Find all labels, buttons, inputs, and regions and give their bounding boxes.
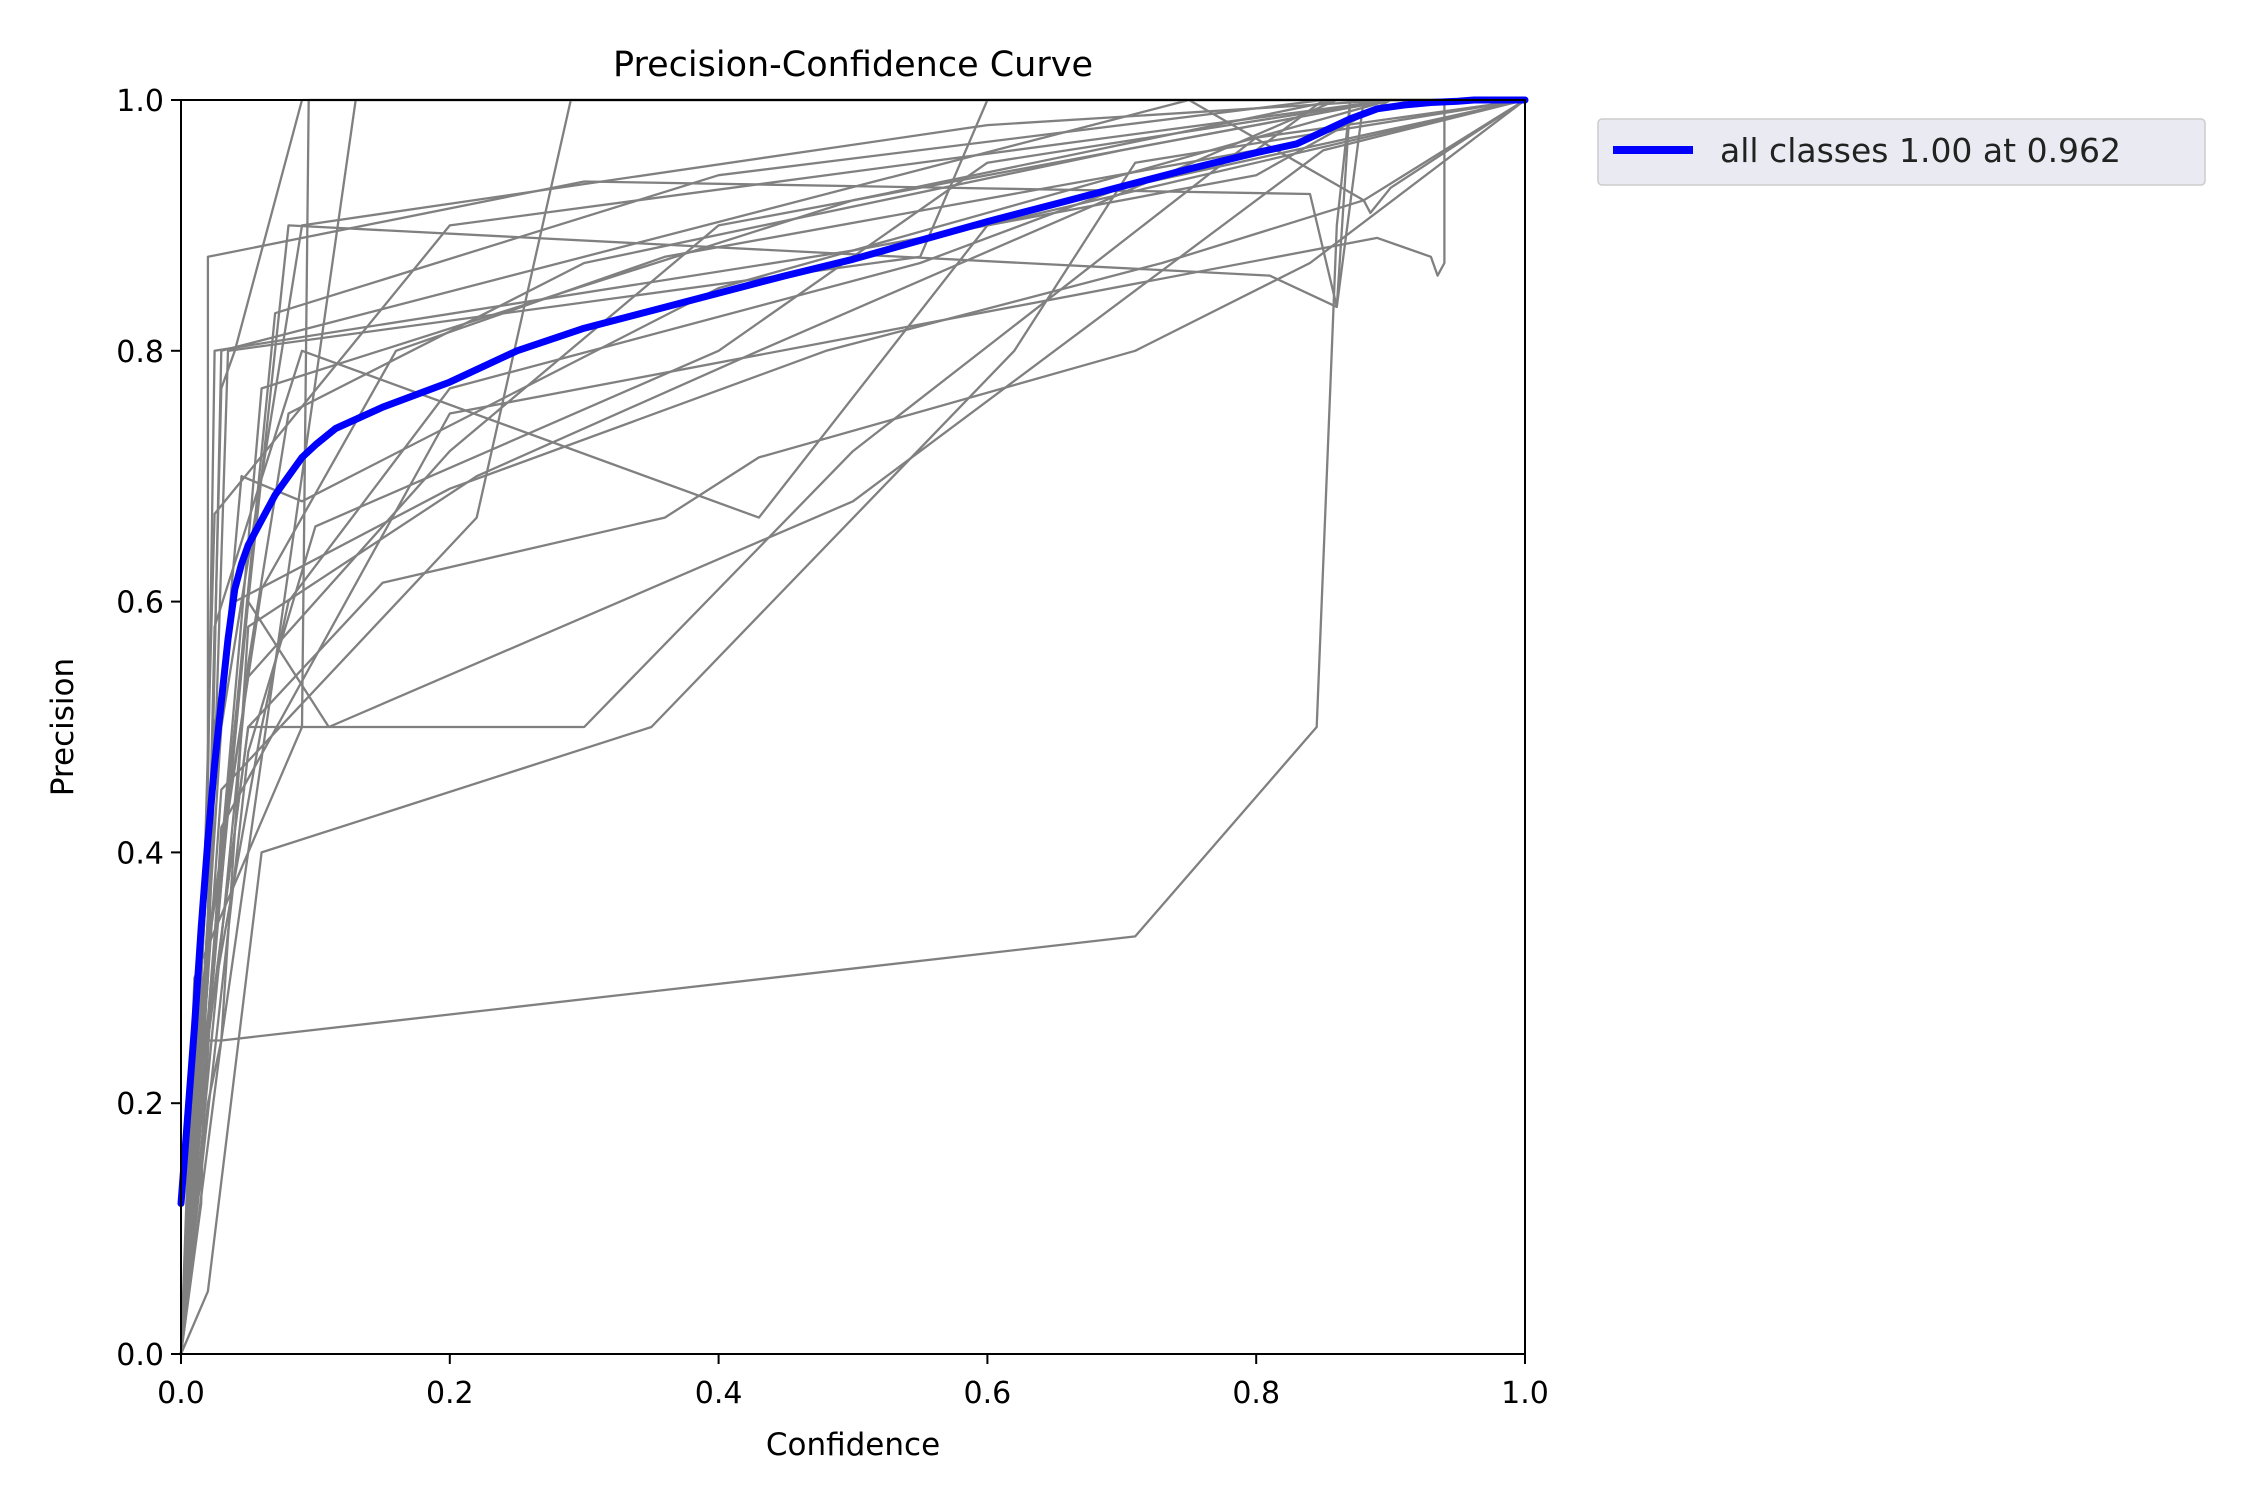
legend: all classes 1.00 at 0.962 <box>1597 118 2206 186</box>
series-line-class-25 <box>179 98 1527 1356</box>
legend-box <box>1597 118 2206 186</box>
x-tick-label: 0.8 <box>1232 1376 1280 1411</box>
y-axis-label: Precision <box>45 658 81 796</box>
series-line-class-28 <box>179 98 1527 1356</box>
y-tick-label: 0.8 <box>116 335 164 370</box>
x-tick-label: 0.4 <box>695 1376 743 1411</box>
series-line-all-classes <box>177 96 1529 1207</box>
x-tick-label: 0.2 <box>426 1376 474 1411</box>
x-tick-label: 0.0 <box>157 1376 205 1411</box>
x-tick-label: 0.6 <box>964 1376 1012 1411</box>
y-axis: 0.0 0.2 0.4 0.6 0.8 1.0 <box>116 84 181 1373</box>
plot-frame <box>180 99 1526 1355</box>
y-tick-label: 0.4 <box>116 836 164 871</box>
chart-title: Precision-Confidence Curve <box>613 45 1093 85</box>
series-line-class-27 <box>179 98 1527 1356</box>
y-tick-label: 0.6 <box>116 586 164 621</box>
x-axis-label: Confidence <box>766 1427 940 1463</box>
y-tick-label: 0.2 <box>116 1087 164 1122</box>
x-tick-label: 1.0 <box>1501 1376 1549 1411</box>
legend-label-all-classes: all classes 1.00 at 0.962 <box>1720 131 2121 170</box>
y-tick-label: 0.0 <box>116 1338 164 1373</box>
x-axis: 0.0 0.2 0.4 0.6 0.8 1.0 <box>157 1354 1549 1411</box>
y-tick-label: 1.0 <box>116 84 164 119</box>
